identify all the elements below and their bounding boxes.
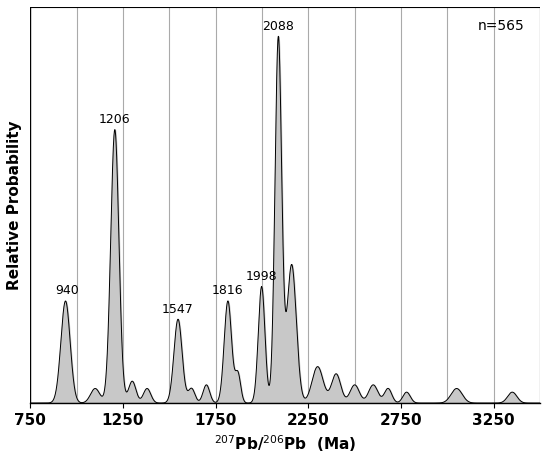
Text: 2088: 2088 (263, 20, 294, 33)
Text: 1206: 1206 (99, 113, 131, 126)
Y-axis label: Relative Probability: Relative Probability (7, 120, 22, 290)
Text: 1816: 1816 (212, 284, 244, 297)
Text: 940: 940 (55, 284, 79, 297)
Text: n=565: n=565 (478, 19, 525, 33)
X-axis label: $^{207}$Pb/$^{206}$Pb  (Ma): $^{207}$Pb/$^{206}$Pb (Ma) (214, 433, 356, 454)
Text: 1998: 1998 (246, 270, 277, 283)
Text: 1547: 1547 (162, 302, 194, 316)
